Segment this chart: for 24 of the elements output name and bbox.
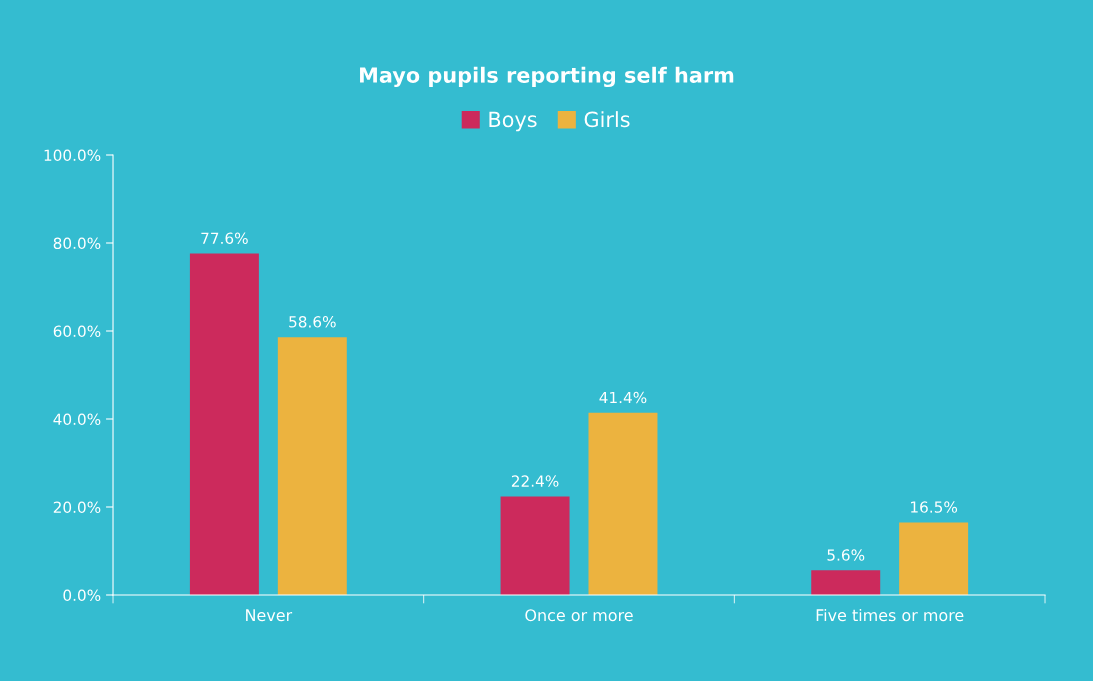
y-tick-label: 40.0% xyxy=(53,413,101,426)
data-label: 16.5% xyxy=(911,501,958,513)
data-label: 77.6% xyxy=(201,232,248,244)
y-tick-label: 60.0% xyxy=(53,325,101,338)
y-tick-label: 20.0% xyxy=(53,501,101,514)
x-tick-label: Once or more xyxy=(525,609,633,622)
legend-label: Girls xyxy=(584,111,630,128)
bar xyxy=(189,253,259,595)
bar xyxy=(899,522,969,595)
data-label: 58.6% xyxy=(289,316,336,328)
bar xyxy=(588,412,658,595)
bar xyxy=(277,337,347,595)
chart-title: Mayo pupils reporting self harm xyxy=(360,66,734,88)
x-tick-label: Never xyxy=(246,609,293,622)
y-tick-label: 80.0% xyxy=(53,237,101,250)
bar xyxy=(811,570,881,595)
data-label: 41.4% xyxy=(599,391,647,404)
bar xyxy=(500,496,570,595)
y-tick-label: 100.0% xyxy=(44,149,101,162)
x-tick-label: Five times or more xyxy=(816,608,964,622)
data-label: 5.6% xyxy=(827,549,865,561)
legend-label: Boys xyxy=(489,111,537,132)
data-label: 22.4% xyxy=(511,475,559,487)
y-tick-label: 0.0% xyxy=(63,589,101,602)
